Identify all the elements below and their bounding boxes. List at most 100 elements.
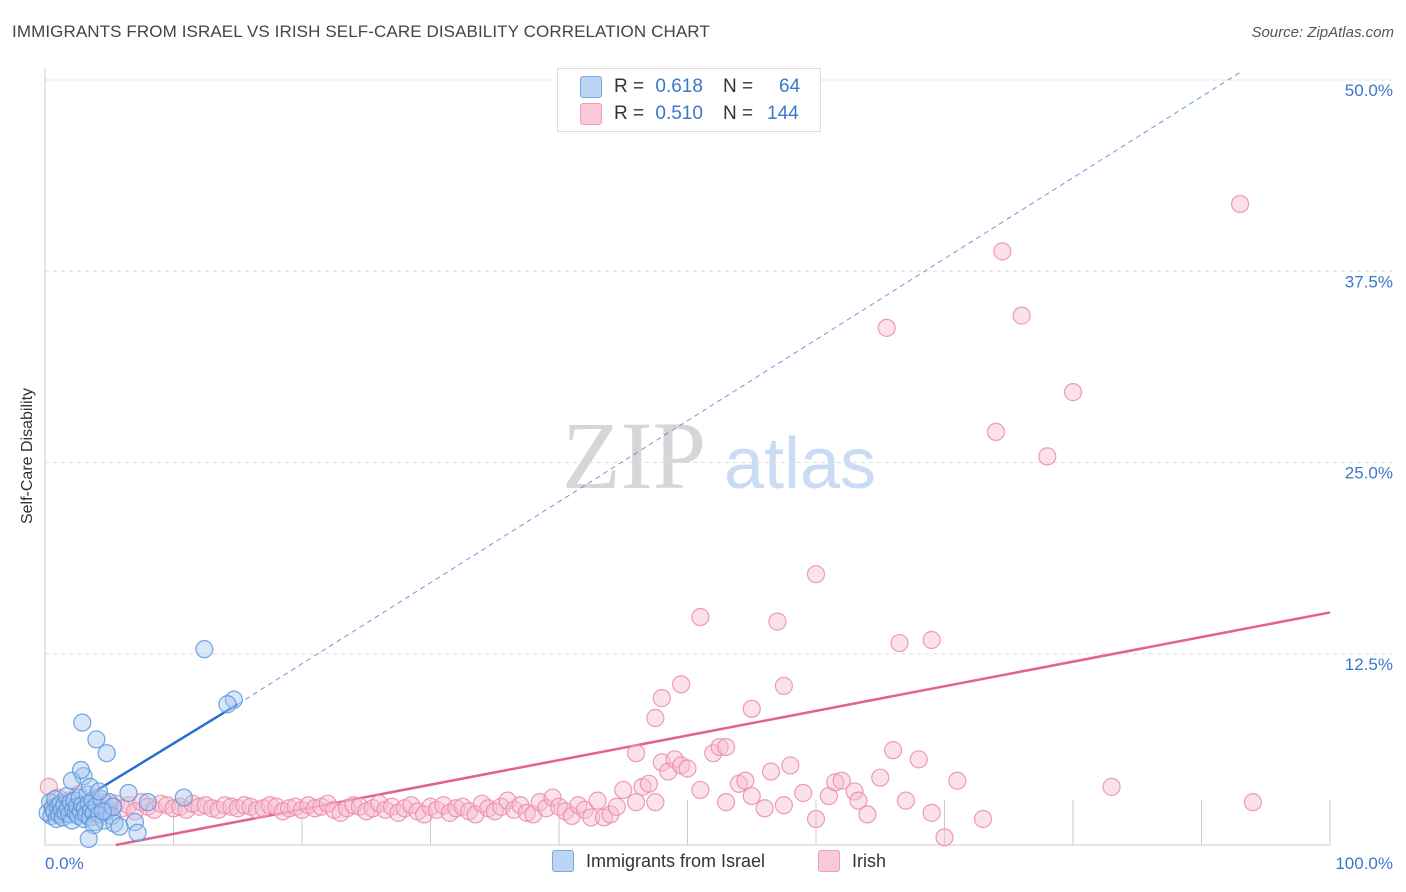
- irish-point: [806, 565, 826, 584]
- irish-point: [671, 675, 691, 694]
- legend-row-israel: R = 0.618 N = 64: [580, 75, 801, 99]
- irish-point: [710, 737, 729, 757]
- irish-point: [806, 809, 826, 829]
- irish-trend-line: [115, 611, 1331, 847]
- irish-point: [761, 762, 781, 781]
- israel-point: [104, 797, 123, 816]
- irish-point: [652, 689, 671, 708]
- irish-point: [849, 791, 868, 810]
- israel-trend-extension: [237, 71, 1241, 705]
- irish-point: [858, 805, 877, 824]
- irish-point: [1012, 306, 1031, 325]
- correlation-legend: R = 0.618 N = 64 R = 0.510 N = 144: [557, 68, 821, 132]
- irish-point: [742, 786, 761, 806]
- israel-swatch: [580, 76, 602, 98]
- israel-point: [110, 817, 129, 836]
- irish-legend-swatch: [818, 850, 840, 872]
- irish-point: [678, 759, 697, 778]
- x-tick-label: 0.0%: [45, 854, 84, 873]
- israel-point: [93, 802, 112, 821]
- chart-title: IMMIGRANTS FROM ISRAEL VS IRISH SELF-CAR…: [12, 22, 710, 41]
- n-value: 144: [767, 103, 799, 124]
- r-value: 0.618: [655, 76, 703, 97]
- israel-point: [97, 744, 116, 763]
- x-tick-label: 100.0%: [1335, 854, 1393, 873]
- watermark-atlas: atlas: [724, 424, 876, 504]
- israel-legend-swatch: [552, 850, 574, 872]
- source-attribution: Source: ZipAtlas.com: [1251, 24, 1394, 41]
- irish-point: [1243, 793, 1263, 812]
- israel-point: [195, 640, 214, 659]
- irish-point: [755, 799, 774, 818]
- irish-point: [736, 771, 755, 790]
- irish-point: [781, 756, 800, 775]
- n-label: N =: [722, 103, 754, 124]
- irish-point: [1038, 447, 1057, 466]
- israel-point: [79, 829, 98, 848]
- irish-point: [826, 773, 845, 792]
- r-value: 0.510: [655, 103, 703, 124]
- y-tick-label: 25.0%: [1345, 464, 1393, 483]
- israel-point: [80, 777, 100, 796]
- y-tick-label: 50.0%: [1345, 81, 1393, 100]
- israel-point: [73, 713, 92, 732]
- irish-point: [582, 808, 601, 827]
- israel-point: [224, 690, 243, 709]
- n-value: 64: [779, 76, 801, 97]
- zipatlas-watermark: ZIP atlas: [562, 402, 876, 509]
- axes: [44, 68, 1331, 846]
- irish-point: [646, 793, 665, 812]
- irish-point: [871, 768, 890, 787]
- israel-point: [138, 793, 157, 812]
- irish-point: [691, 780, 710, 800]
- irish-point: [909, 750, 928, 769]
- israel-point: [84, 816, 103, 835]
- irish-point: [588, 791, 607, 810]
- irish-point: [774, 796, 793, 815]
- irish-point: [716, 737, 736, 757]
- irish-point: [794, 783, 813, 803]
- r-label: R =: [614, 76, 645, 97]
- irish-point: [614, 780, 633, 800]
- israel-legend-label: Immigrants from Israel: [586, 850, 766, 871]
- israel-point: [128, 823, 147, 842]
- irish-point: [948, 771, 967, 790]
- irish-point: [986, 422, 1006, 441]
- gridlines: [45, 79, 1392, 655]
- irish-point: [768, 612, 787, 631]
- irish-point: [896, 791, 916, 810]
- irish-point: [543, 788, 562, 807]
- y-axis-label: Self-Care Disability: [19, 387, 36, 525]
- israel-point: [87, 730, 106, 749]
- irish-point: [607, 797, 626, 816]
- irish-legend-label: Irish: [852, 850, 887, 871]
- irish-point: [549, 797, 569, 816]
- legend-row-irish: R = 0.510 N = 144: [580, 102, 799, 126]
- israel-point: [71, 760, 91, 780]
- irish-point: [973, 809, 993, 829]
- irish-point: [922, 803, 941, 822]
- irish-point: [890, 633, 909, 653]
- irish-point: [639, 774, 659, 793]
- irish-point: [845, 782, 864, 801]
- israel-point: [218, 695, 237, 714]
- irish-point: [569, 796, 588, 815]
- legend-item-irish: Irish: [818, 850, 886, 872]
- watermark-zip: ZIP: [562, 402, 706, 509]
- y-tick-label: 37.5%: [1345, 272, 1393, 291]
- irish-point: [922, 630, 941, 650]
- israel-point: [89, 782, 109, 801]
- irish-point: [716, 793, 736, 812]
- irish-swatch: [580, 103, 602, 125]
- irish-point: [1230, 194, 1250, 214]
- israel-point: [119, 783, 138, 803]
- data-points: [38, 194, 1263, 848]
- irish-point: [877, 318, 896, 337]
- series-legend: Immigrants from Israel Irish: [0, 850, 1406, 878]
- irish-point: [742, 699, 761, 718]
- irish-point: [832, 771, 851, 790]
- irish-point: [691, 607, 710, 627]
- tick-labels: 12.5% 25.0% 37.5% 50.0% 0.0% 100.0%: [45, 81, 1393, 873]
- irish-point: [517, 803, 536, 822]
